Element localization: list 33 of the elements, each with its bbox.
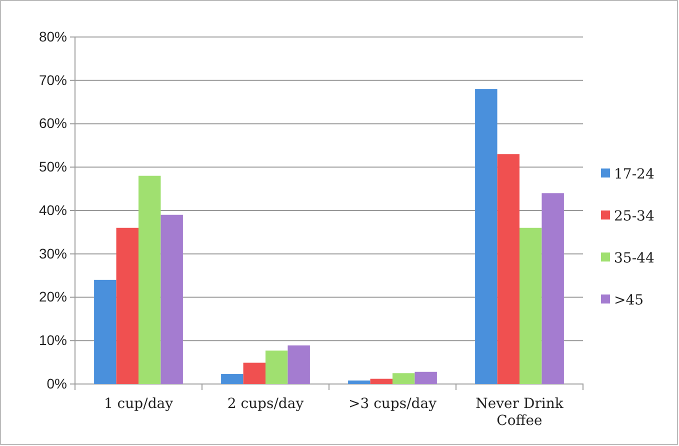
x-tick-label: Never Drink Coffee bbox=[476, 396, 564, 429]
bar bbox=[221, 374, 244, 384]
bar bbox=[370, 378, 392, 384]
y-tick-label: 40% bbox=[38, 202, 67, 218]
bar bbox=[288, 345, 310, 384]
bar bbox=[160, 214, 183, 384]
x-tick-label: >3 cups/day bbox=[348, 396, 437, 412]
y-tick-label: 50% bbox=[38, 158, 67, 175]
bar bbox=[94, 280, 116, 384]
legend-label: 25-34 bbox=[614, 208, 654, 224]
bar bbox=[414, 372, 437, 384]
bar bbox=[542, 193, 564, 384]
legend-label: 17-24 bbox=[614, 166, 654, 182]
x-tick-label: 1 cup/day bbox=[104, 396, 174, 412]
y-tick-label: 0% bbox=[46, 375, 67, 392]
bar bbox=[348, 380, 370, 384]
bar bbox=[520, 228, 542, 384]
bar bbox=[266, 350, 288, 384]
bar bbox=[392, 373, 415, 384]
y-tick-label: 20% bbox=[38, 288, 67, 305]
legend-label: >45 bbox=[614, 292, 644, 308]
y-tick-label: 30% bbox=[38, 245, 67, 262]
bar bbox=[243, 362, 266, 384]
x-tick-label: 2 cups/day bbox=[227, 396, 304, 412]
y-tick-label: 10% bbox=[38, 332, 67, 348]
bar bbox=[138, 176, 161, 384]
bar bbox=[116, 228, 138, 384]
y-tick-label: 60% bbox=[38, 115, 67, 132]
bar bbox=[497, 154, 520, 384]
legend-label: 35-44 bbox=[614, 250, 654, 266]
y-tick-label: 70% bbox=[38, 72, 67, 88]
bar bbox=[475, 89, 498, 384]
y-tick-label: 80% bbox=[38, 28, 67, 44]
